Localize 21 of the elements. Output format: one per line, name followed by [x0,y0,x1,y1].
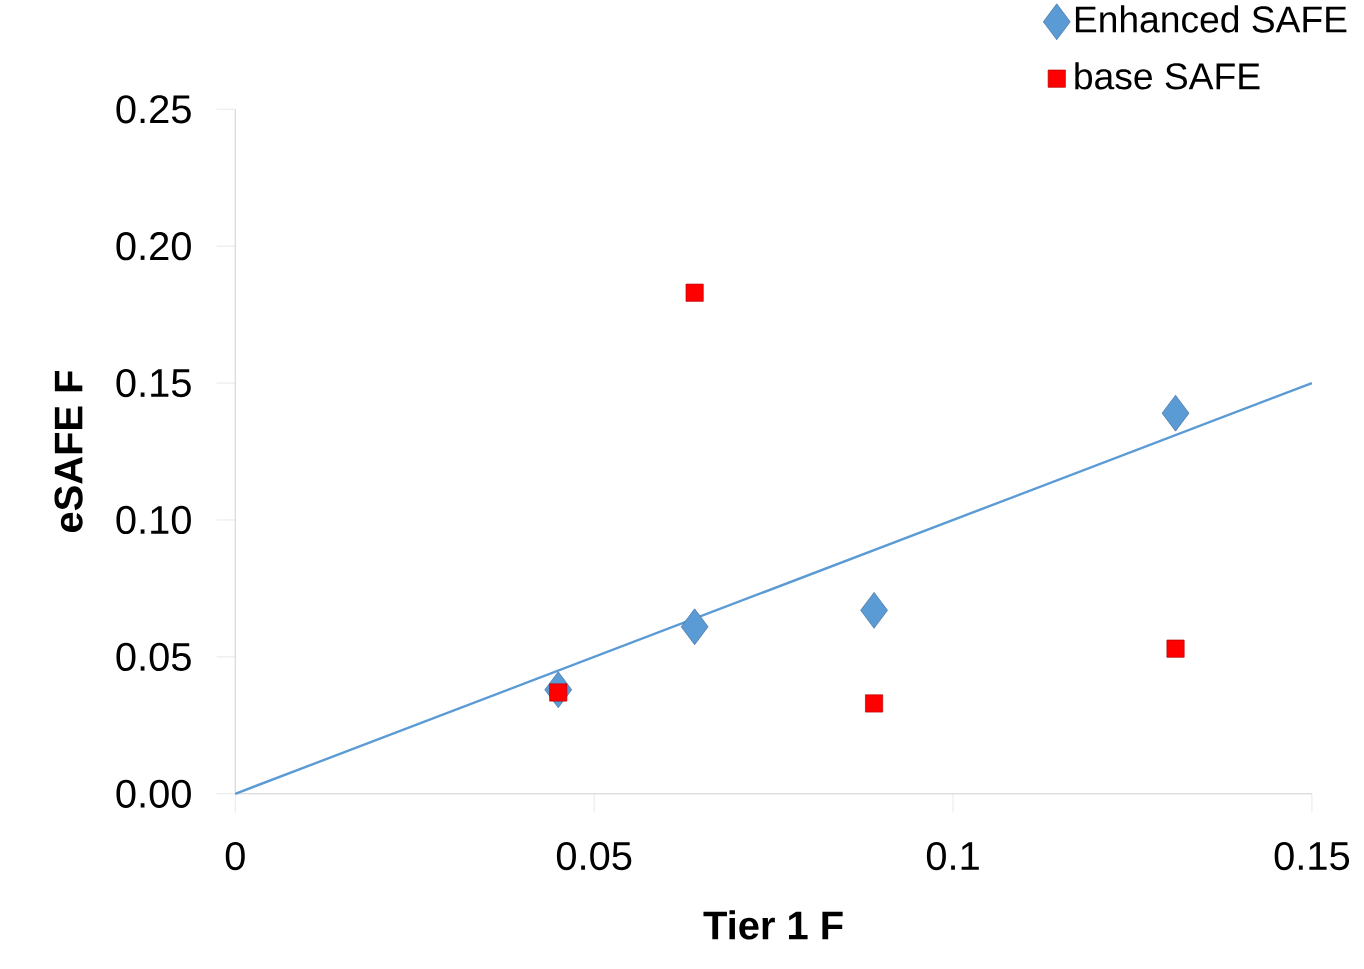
y-tick-label: 0.05 [116,642,191,671]
x-tick-label: 0.05 [556,841,632,871]
legend-label: Enhanced SAFE [1075,5,1347,33]
point [860,591,888,629]
x-tick-label: 0 [225,841,245,871]
x-tick-label: 0.1 [926,841,979,871]
y-tick-label: 0.25 [116,95,191,124]
y-tick-label: 0.20 [116,231,191,261]
y-tick-label: 0.15 [116,368,191,398]
y-tick-label: 0.10 [116,505,191,534]
point [549,683,568,702]
x-tick-label: 0.15 [1274,841,1350,871]
point [685,283,704,302]
legend-label: base SAFE [1075,62,1260,90]
y-axis-title: eSAFE F [54,370,83,532]
y-tick-label: 0.00 [116,779,191,808]
point [1161,394,1190,432]
point [865,694,884,713]
point [680,608,709,645]
x-axis-title: Tier 1 F [703,910,843,940]
point [1166,639,1185,658]
